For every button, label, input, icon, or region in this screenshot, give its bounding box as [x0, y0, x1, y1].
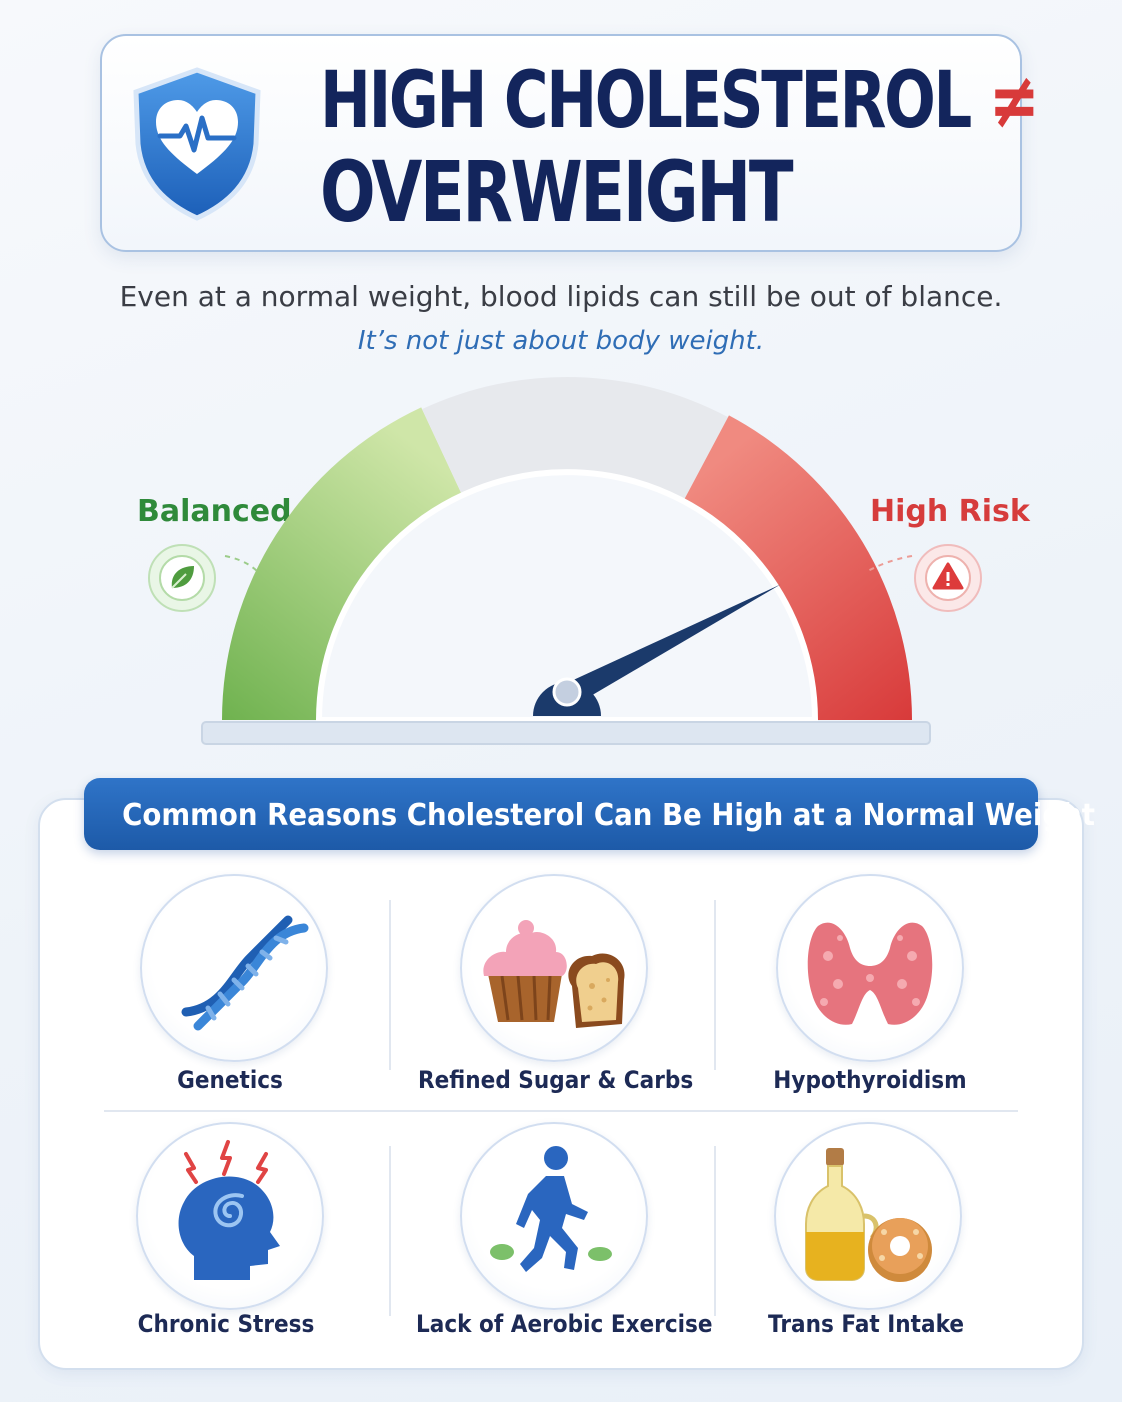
shield-heart-icon [133, 67, 261, 221]
high-risk-connector [865, 555, 913, 573]
dna-icon [140, 874, 328, 1062]
title-text-1: HIGH CHOLESTEROL [320, 56, 972, 146]
reason-label-genetics: Genetics [177, 1066, 283, 1094]
tagline: It’s not just about body weight. [357, 326, 765, 356]
cupcake-bread-icon [460, 874, 648, 1062]
needle-hub [533, 682, 601, 716]
gauge-segment-balanced [222, 407, 464, 720]
reasons-heading-banner: Common Reasons Cholesterol Can Be High a… [84, 778, 1095, 850]
warning-icon [914, 544, 982, 612]
reasons-heading: Common Reasons Cholesterol Can Be High a… [122, 798, 1095, 833]
oil-donut-icon [774, 1122, 962, 1310]
needle-pivot [552, 677, 582, 707]
thyroid-icon [776, 874, 964, 1062]
walking-person-icon [460, 1122, 648, 1310]
stressed-head-icon [136, 1122, 324, 1310]
gauge-segment-high [682, 415, 912, 720]
high-risk-label: High Risk [870, 494, 1030, 529]
ideal-range-label: Ideal Range [490, 386, 656, 419]
divider-vertical [714, 900, 716, 1070]
divider-horizontal [104, 1110, 1018, 1112]
divider-vertical [389, 1146, 391, 1316]
reason-label-trans-fat: Trans Fat Intake [767, 1310, 965, 1338]
reason-label-lack-of-exercise: Lack of Aerobic Exercise [416, 1310, 713, 1338]
balanced-connector [224, 555, 259, 573]
title-line-2: OVERWEIGHT [320, 143, 794, 241]
divider-vertical [714, 1146, 716, 1316]
gauge-base [201, 721, 931, 745]
not-equal-sign: ≠ [988, 56, 1040, 146]
gauge-inner-face [315, 469, 819, 723]
divider-vertical [389, 900, 391, 1070]
balanced-label: Balanced [137, 494, 292, 529]
reason-label-chronic-stress: Chronic Stress [137, 1310, 315, 1338]
reason-label-hypothyroidism: Hypothyroidism [773, 1066, 967, 1094]
subtitle: Even at a normal weight, blood lipids ca… [119, 280, 1003, 313]
reason-label-refined-sugar: Refined Sugar & Carbs [418, 1066, 694, 1094]
leaf-icon [148, 544, 216, 612]
gauge-needle [560, 584, 781, 707]
title-line-1: HIGH CHOLESTEROL ≠ [320, 62, 1040, 140]
